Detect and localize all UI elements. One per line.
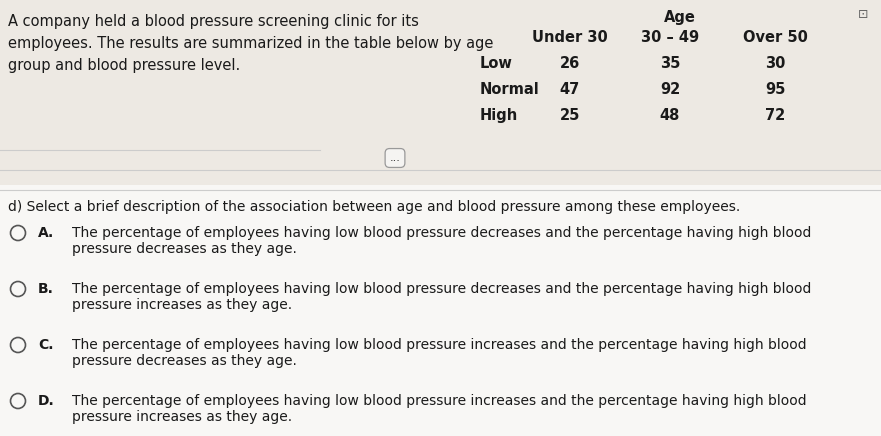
Text: Under 30: Under 30 (532, 30, 608, 45)
Text: High: High (480, 108, 518, 123)
Text: 30: 30 (765, 56, 785, 71)
Text: The percentage of employees having low blood pressure decreases and the percenta: The percentage of employees having low b… (72, 282, 811, 296)
Text: Over 50: Over 50 (743, 30, 808, 45)
Text: pressure increases as they age.: pressure increases as they age. (72, 298, 292, 312)
Text: D.: D. (38, 394, 55, 408)
Text: pressure decreases as they age.: pressure decreases as they age. (72, 242, 297, 256)
Text: 72: 72 (765, 108, 785, 123)
Text: 35: 35 (660, 56, 680, 71)
Text: employees. The results are summarized in the table below by age: employees. The results are summarized in… (8, 36, 493, 51)
Text: pressure increases as they age.: pressure increases as they age. (72, 410, 292, 424)
Text: ⊡: ⊡ (857, 8, 868, 21)
Text: 25: 25 (559, 108, 581, 123)
Text: 26: 26 (559, 56, 580, 71)
Text: A.: A. (38, 226, 55, 240)
Text: Low: Low (480, 56, 513, 71)
Text: C.: C. (38, 338, 54, 352)
Text: B.: B. (38, 282, 54, 296)
Text: The percentage of employees having low blood pressure increases and the percenta: The percentage of employees having low b… (72, 394, 807, 408)
Text: 95: 95 (765, 82, 785, 97)
Text: 47: 47 (559, 82, 580, 97)
Text: 30 – 49: 30 – 49 (641, 30, 699, 45)
Text: The percentage of employees having low blood pressure decreases and the percenta: The percentage of employees having low b… (72, 226, 811, 240)
Bar (0, 0, 881, 185)
Text: d) Select a brief description of the association between age and blood pressure : d) Select a brief description of the ass… (8, 200, 740, 214)
Text: A company held a blood pressure screening clinic for its: A company held a blood pressure screenin… (8, 14, 418, 29)
Text: The percentage of employees having low blood pressure increases and the percenta: The percentage of employees having low b… (72, 338, 807, 352)
Text: Age: Age (664, 10, 696, 25)
Bar (0, 185, 881, 436)
Text: ...: ... (389, 153, 401, 163)
Text: Normal: Normal (480, 82, 540, 97)
Text: 48: 48 (660, 108, 680, 123)
Text: 92: 92 (660, 82, 680, 97)
Text: group and blood pressure level.: group and blood pressure level. (8, 58, 241, 73)
Text: pressure decreases as they age.: pressure decreases as they age. (72, 354, 297, 368)
